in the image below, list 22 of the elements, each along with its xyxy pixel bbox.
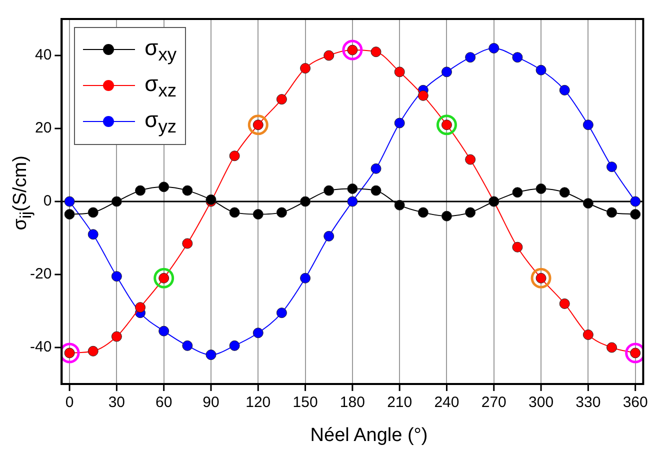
x-axis-title: Néel Angle (°) [309, 425, 429, 447]
x-tick-label: 240 [434, 394, 460, 412]
x-tick-label: 120 [246, 394, 271, 412]
y-tick-label: 0 [43, 192, 52, 210]
x-tick-label: 90 [202, 394, 220, 412]
x-tick-label: 180 [340, 394, 365, 412]
y-tick-label: -20 [30, 266, 52, 283]
y-tick-label: 20 [34, 120, 52, 137]
legend-label: σ$_{xz}$ [144, 70, 177, 102]
x-tick-label: 330 [576, 394, 601, 412]
x-tick-label: 60 [155, 394, 172, 412]
x-tick-label: 360 [622, 394, 648, 412]
x-tick-label: 300 [528, 394, 554, 412]
y-tick-label: 40 [34, 46, 52, 64]
legend-label: σ$_{xy}$ [144, 34, 177, 66]
x-tick-label: 0 [65, 394, 74, 412]
y-tick-label: -40 [30, 338, 52, 356]
x-tick-label: 270 [481, 394, 506, 412]
legend-label: σ$_{yz}$ [144, 106, 177, 138]
x-tick-label: 210 [387, 394, 412, 412]
x-tick-label: 30 [108, 394, 126, 412]
x-tick-label: 150 [292, 394, 318, 412]
